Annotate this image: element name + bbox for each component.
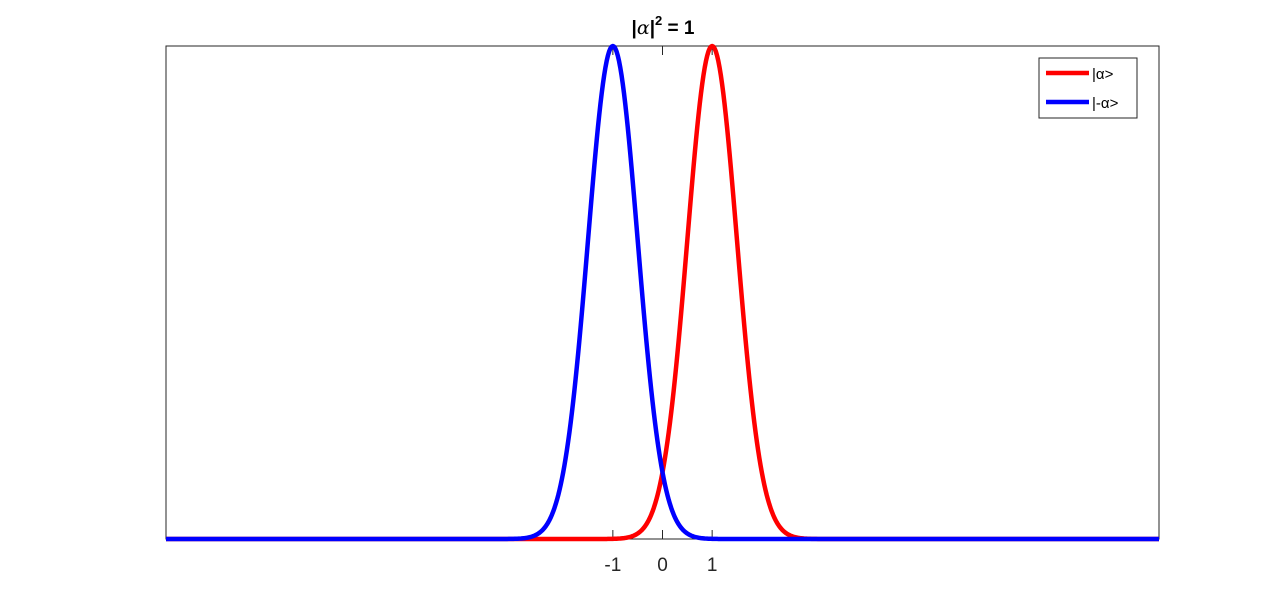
legend-label-alpha: |α> xyxy=(1092,66,1114,83)
x-tick-label: -1 xyxy=(604,555,621,576)
title-prefix: | xyxy=(632,18,637,39)
chart-title: |α|2 = 1 xyxy=(632,13,695,39)
x-ticks: -1 0 1 xyxy=(604,46,717,576)
series-layer xyxy=(164,43,1161,542)
legend-label-minus-alpha: |-α> xyxy=(1092,95,1119,112)
legend-box xyxy=(1038,57,1138,119)
title-superscript: 2 xyxy=(655,13,662,28)
series-line-minus-alpha xyxy=(164,43,1161,542)
x-tick-label: 1 xyxy=(707,555,718,576)
x-tick-label: 0 xyxy=(657,555,668,576)
title-tail: = 1 xyxy=(662,18,695,39)
legend: |α> |-α> xyxy=(1038,57,1138,119)
title-symbol: α xyxy=(637,17,650,39)
title-suffix: | xyxy=(650,18,655,39)
